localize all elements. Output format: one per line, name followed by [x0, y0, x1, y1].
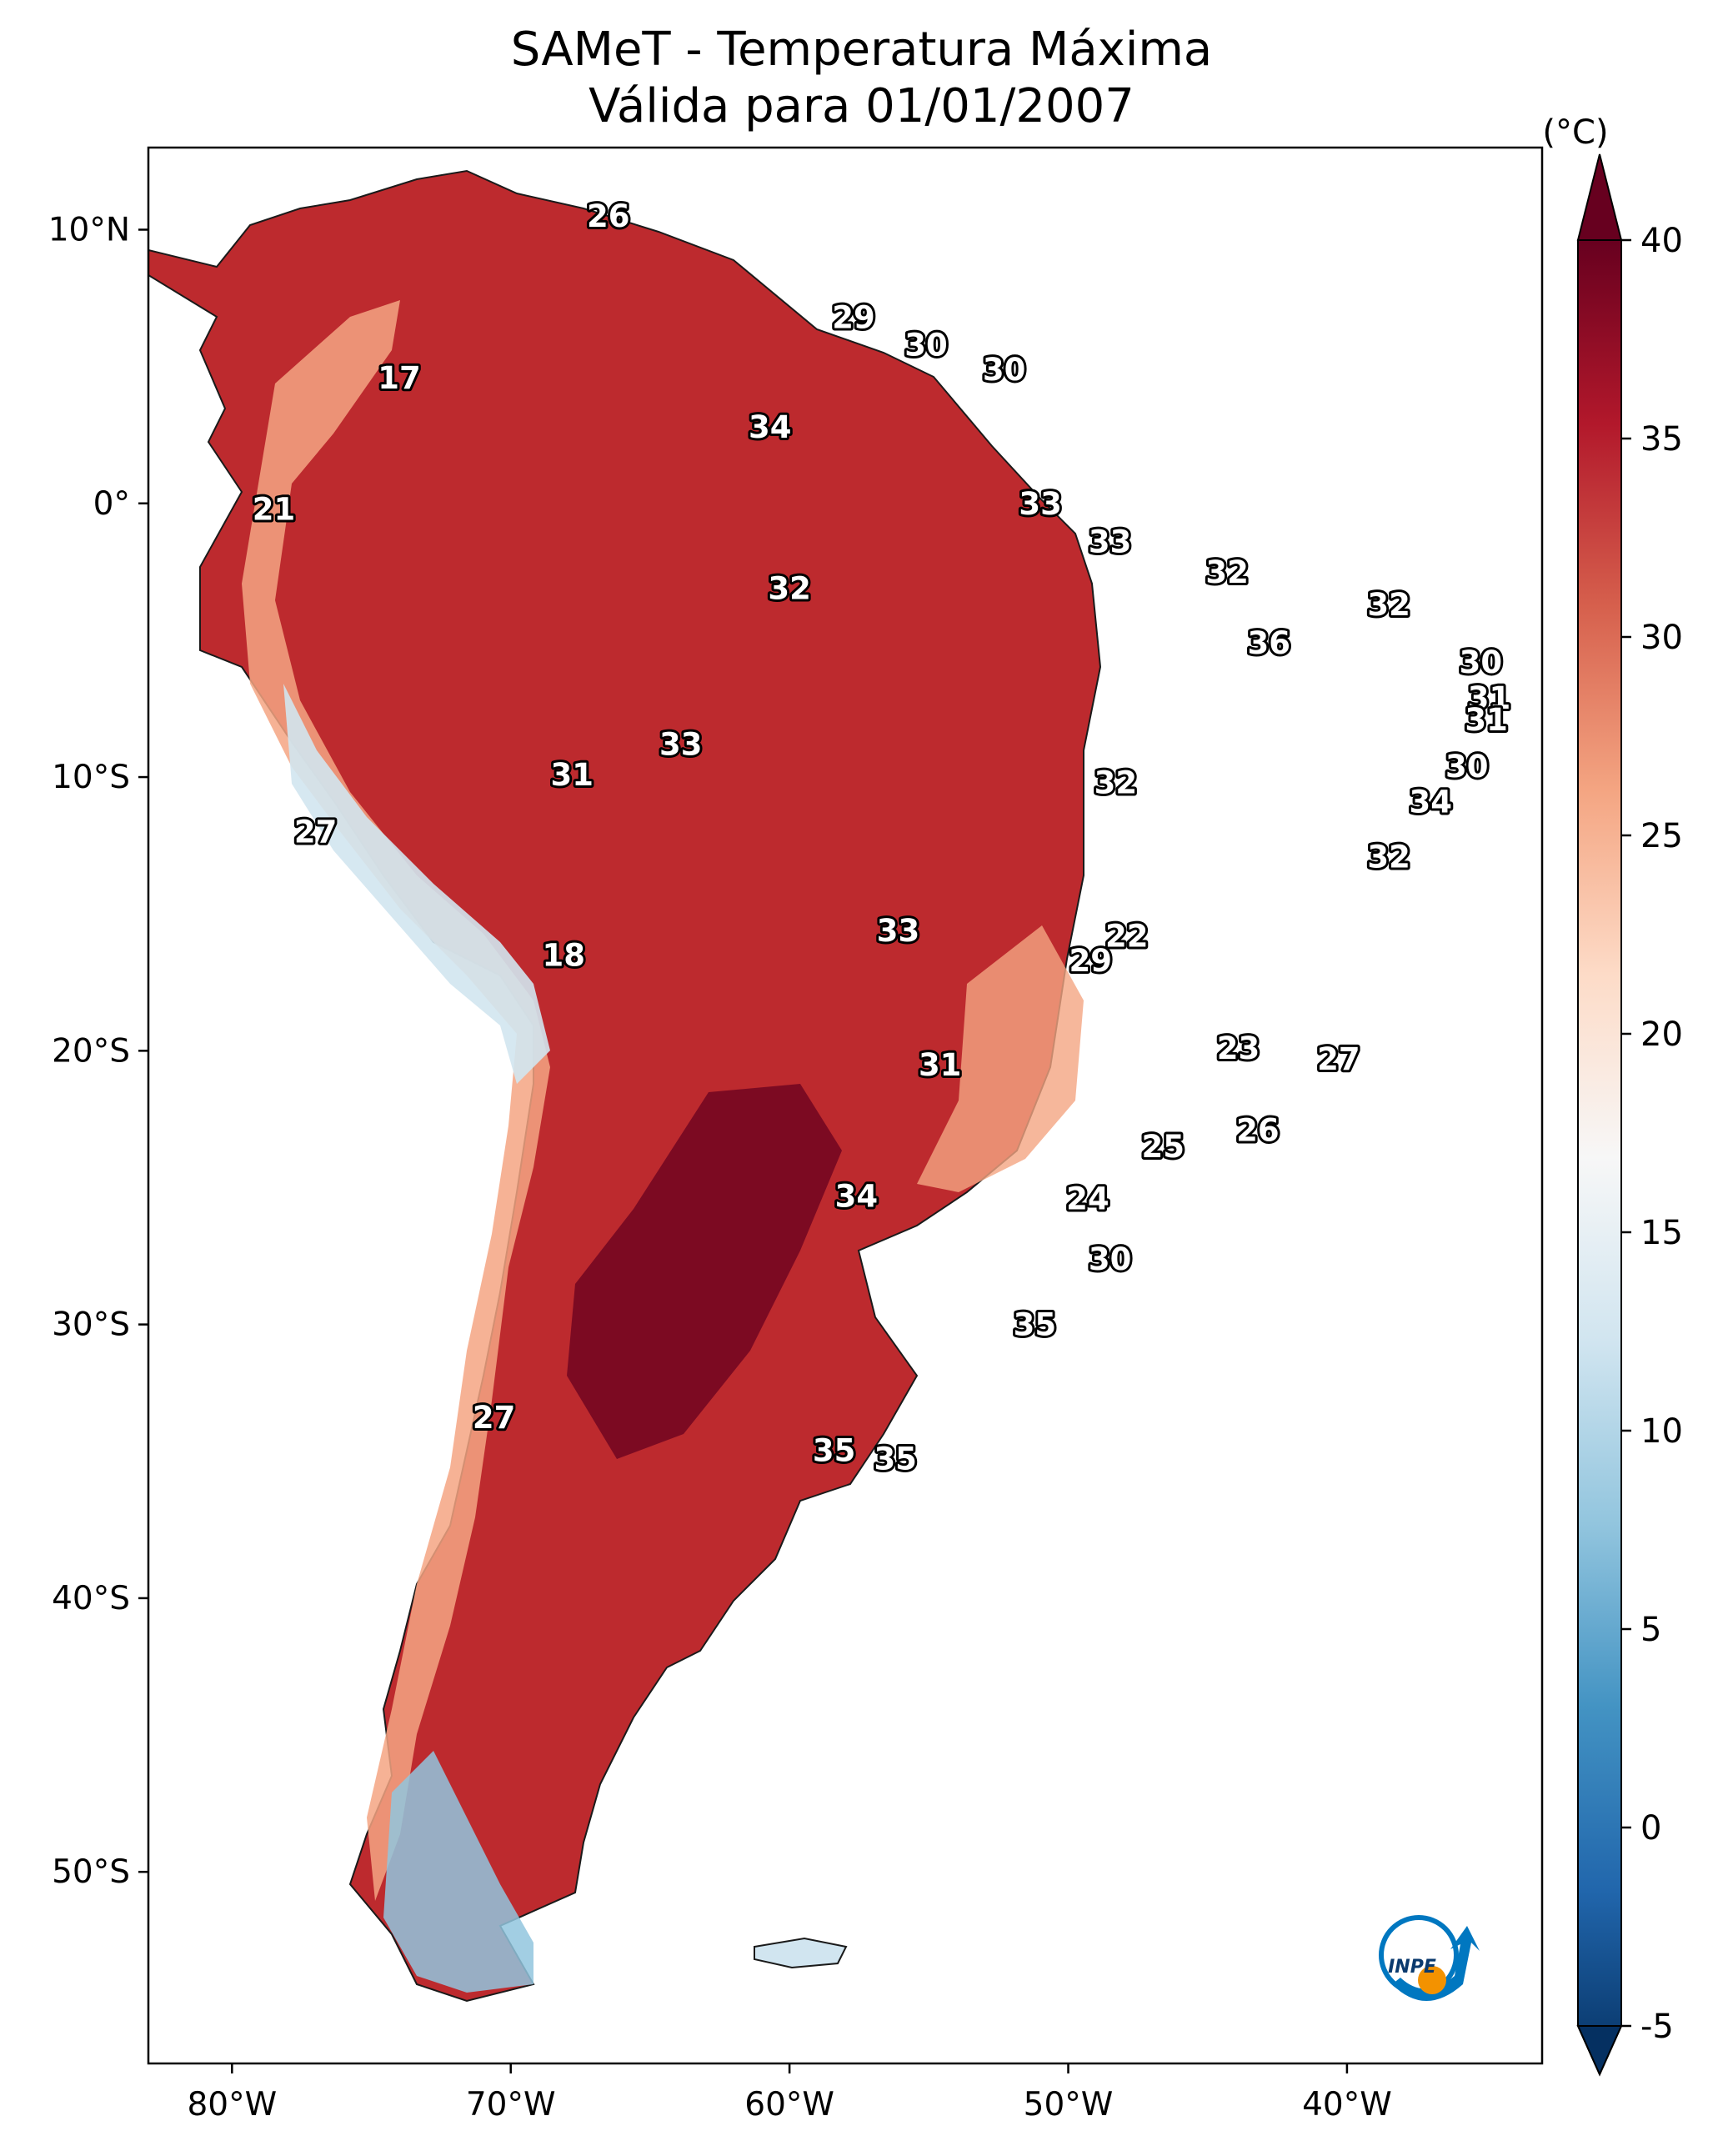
city-temperature-label: 32	[1367, 839, 1410, 875]
colorbar-tick-label: 10	[1640, 1412, 1683, 1451]
city-temperature-label: 26	[1236, 1113, 1280, 1149]
colorbar-tick-label: 0	[1640, 1809, 1661, 1848]
city-temperature-label: 30	[1089, 1241, 1132, 1277]
lat-tick-label: 40°S	[52, 1580, 130, 1617]
city-temperature-label: 35	[874, 1441, 917, 1477]
map-frame	[147, 146, 1544, 2065]
logo-arrow	[1392, 1926, 1480, 2001]
city-temperature-label: 33	[877, 913, 920, 949]
city-temperature-label: 21	[253, 491, 296, 527]
city-temperature-label: 26	[587, 198, 630, 234]
colorbar-tick-label: 40	[1640, 222, 1683, 260]
lat-tick-label: 20°S	[52, 1032, 130, 1070]
andes-cool-band	[242, 300, 550, 1901]
city-temperature-label: 18	[543, 937, 586, 973]
gran-chaco-hot-region	[567, 1084, 842, 1459]
colorbar: (°C) -5 0 5 10 15 20 25 30 35 40	[1542, 113, 1683, 2077]
colorbar-tick-label: 25	[1640, 817, 1683, 855]
city-temperature-label: 30	[1460, 644, 1503, 680]
colorbar-lower-extend	[1576, 2025, 1623, 2077]
city-temperature-label: 31	[1465, 702, 1508, 738]
colorbar-tick-label: 35	[1640, 420, 1683, 459]
map-title-line1: SAMeT - Temperatura Máxima	[510, 23, 1213, 77]
andes-cold-highlands	[283, 684, 550, 1084]
colorbar-upper-extend	[1576, 153, 1623, 241]
patagonia-cold-region	[383, 1751, 533, 1993]
city-temperature-label: 33	[659, 727, 703, 763]
colorbar-tick-label: -5	[1640, 2008, 1674, 2046]
logo-text: INPE	[1388, 1957, 1436, 1978]
city-temperature-label: 34	[1409, 785, 1452, 820]
city-temperature-label: 31	[551, 757, 594, 793]
colorbar-tick-label: 15	[1640, 1214, 1683, 1252]
city-temperature-label: 32	[768, 571, 811, 607]
city-temperature-label: 29	[1069, 943, 1113, 979]
lon-tick-label: 70°W	[466, 2086, 556, 2123]
lat-tick-label: 10°S	[52, 759, 130, 796]
lon-tick-label: 60°W	[744, 2086, 834, 2123]
city-temperature-label: 32	[1367, 587, 1410, 623]
colorbar-tick-label: 20	[1640, 1015, 1683, 1054]
city-temperature-label: 32	[1094, 765, 1138, 801]
city-temperature-label: 34	[835, 1178, 879, 1214]
lat-tick-label: 10°N	[48, 211, 130, 248]
city-temperature-label: 36	[1248, 625, 1291, 661]
city-temperature-label: 35	[1014, 1307, 1057, 1343]
logo-sun	[1418, 1966, 1446, 1994]
city-temperature-label: 25	[1141, 1129, 1185, 1165]
colorbar-tick-label: 30	[1640, 619, 1683, 657]
inpe-logo: INPE	[1379, 1915, 1480, 2001]
city-temperature-label: 32	[1205, 554, 1249, 590]
city-temperature-label: 33	[1019, 486, 1062, 522]
city-temperature-label: 29	[832, 300, 875, 336]
city-temperature-label: 27	[473, 1400, 516, 1436]
lat-tick-label: 0°	[93, 485, 130, 523]
city-temperature-label: 35	[813, 1433, 856, 1469]
city-temperature-label: 27	[294, 815, 338, 850]
city-temperature-label: 33	[1089, 524, 1132, 560]
city-temperature-label: 31	[919, 1047, 962, 1083]
map-title-line2: Válida para 01/01/2007	[589, 79, 1134, 133]
lon-tick-label: 50°W	[1024, 2086, 1114, 2123]
city-temperature-label: 34	[749, 409, 792, 445]
colorbar-ticks: -5 0 5 10 15 20 25 30 35 40	[1621, 222, 1683, 2046]
city-temperature-label: 23	[1217, 1030, 1260, 1066]
city-temperature-label: 24	[1066, 1181, 1109, 1217]
city-temperature-label: 27	[1317, 1041, 1360, 1077]
city-temperature-label: 30	[904, 327, 948, 363]
falkland-islands	[754, 1937, 848, 1969]
longitude-ticks: 80°W 70°W 60°W 50°W 40°W	[187, 2063, 1392, 2123]
city-temperature-label: 22	[1105, 918, 1149, 954]
lat-tick-label: 30°S	[52, 1306, 130, 1344]
latitude-ticks: 10°N 0° 10°S 20°S 30°S 40°S 50°S	[48, 211, 148, 1891]
city-temperature-label: 30	[983, 352, 1026, 388]
city-temperature-label: 31	[1468, 680, 1511, 716]
map-panel	[147, 146, 1544, 2065]
colorbar-body	[1577, 239, 1622, 2077]
lon-tick-label: 80°W	[187, 2086, 277, 2123]
city-temperature-label: 17	[378, 360, 421, 396]
lat-tick-label: 50°S	[52, 1853, 130, 1891]
colorbar-unit-label: (°C)	[1542, 113, 1608, 152]
city-temperature-label: 30	[1445, 749, 1489, 785]
colorbar-tick-label: 5	[1640, 1611, 1661, 1649]
southeast-brazil-mild-region	[917, 925, 1084, 1192]
lon-tick-label: 40°W	[1302, 2086, 1392, 2123]
